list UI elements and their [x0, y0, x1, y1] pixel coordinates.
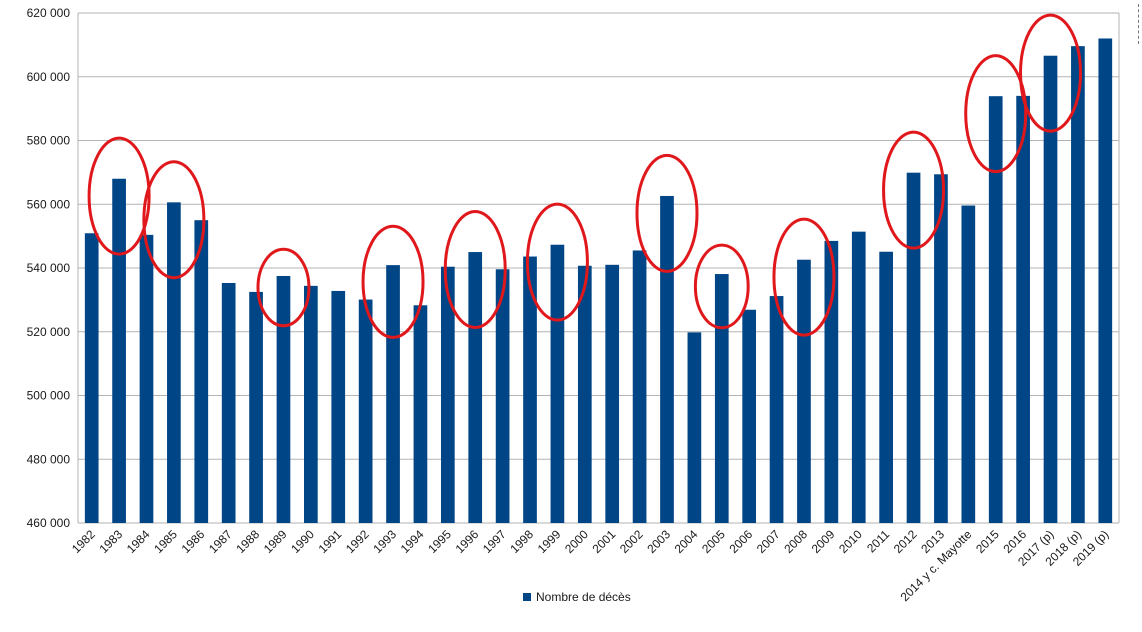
y-tick-label: 600 000	[27, 70, 71, 84]
legend-swatch	[523, 593, 531, 601]
x-tick-label: 2015	[973, 527, 1002, 556]
highlight-circles	[87, 13, 1083, 339]
x-tick-label: 1995	[425, 527, 454, 556]
y-tick-label: 500 000	[27, 389, 71, 403]
highlight-circle	[361, 224, 425, 339]
highlight-circle	[635, 153, 699, 273]
bar	[249, 291, 263, 523]
x-tick-label: 1985	[151, 527, 180, 556]
x-tick-label: 2008	[781, 527, 810, 556]
highlight-circle	[443, 209, 507, 329]
x-tick-label: 1983	[96, 527, 125, 556]
bar	[879, 251, 893, 523]
y-tick-label: 580 000	[27, 134, 71, 148]
bar	[1098, 38, 1113, 523]
x-tick-label: 1988	[233, 527, 262, 556]
bar	[221, 282, 236, 523]
x-tick-label: 2010	[836, 527, 865, 556]
y-tick-label: 480 000	[27, 452, 71, 466]
bar	[1071, 46, 1085, 524]
x-tick-label: 2004	[672, 527, 701, 556]
x-tick-label: 2006	[727, 527, 756, 556]
x-tick-label: 1989	[261, 527, 290, 556]
x-tick-label: 2012	[891, 527, 920, 556]
x-tick-label: 2002	[617, 527, 646, 556]
x-tick-label: 2001	[590, 527, 619, 556]
highlight-circle	[964, 54, 1028, 174]
bar	[797, 259, 811, 523]
bar	[1016, 95, 1030, 523]
bar	[139, 234, 154, 523]
highlight-circle	[882, 130, 946, 250]
x-tick-label: 2005	[699, 527, 728, 556]
bar	[577, 265, 592, 523]
bar	[523, 256, 537, 523]
x-tick-label: 1996	[453, 527, 482, 556]
highlight-circle	[87, 136, 151, 256]
x-tick-label: 1994	[398, 527, 427, 556]
bar	[934, 174, 948, 523]
bar	[304, 285, 318, 523]
x-tick-label: 1997	[480, 527, 509, 556]
bar	[167, 202, 181, 523]
bar	[660, 195, 674, 523]
bar	[495, 269, 510, 523]
x-tick-label: 1991	[316, 527, 345, 556]
bar	[84, 233, 99, 523]
bar	[440, 266, 455, 523]
bar	[1043, 55, 1058, 524]
edge-scroll-mark	[1138, 4, 1142, 44]
bars	[84, 38, 1113, 524]
bar	[906, 172, 921, 523]
x-tick-label: 1993	[370, 527, 399, 556]
legend-label: Nombre de décès	[536, 590, 631, 604]
bar	[851, 231, 866, 523]
x-tick-label: 2007	[754, 527, 783, 556]
x-tick-label: 1982	[69, 527, 98, 556]
highlight-circle	[772, 217, 836, 337]
x-tick-label: 1987	[206, 527, 235, 556]
bar	[824, 240, 839, 523]
x-tick-label: 1998	[507, 527, 536, 556]
bar	[988, 96, 1003, 523]
highlight-circle	[1019, 13, 1083, 133]
highlight-circle	[693, 243, 750, 330]
bar	[769, 296, 784, 523]
bar	[194, 220, 209, 523]
y-axis-tick-labels: 460 000 480 000 500 000 520 000 540 000 560 0…	[27, 6, 71, 530]
legend: Nombre de décès	[523, 590, 631, 604]
bar	[413, 305, 428, 523]
x-tick-label: 1999	[535, 527, 564, 556]
y-tick-label: 460 000	[27, 516, 71, 530]
bar	[112, 178, 126, 523]
y-tick-label: 560 000	[27, 197, 71, 211]
x-tick-label: 1986	[179, 527, 208, 556]
highlight-circle	[525, 202, 589, 322]
y-tick-label: 540 000	[27, 261, 71, 275]
bar	[331, 290, 346, 523]
bar	[276, 275, 291, 523]
x-tick-label: 2003	[644, 527, 673, 556]
x-tick-label: 2000	[562, 527, 591, 556]
y-tick-label: 520 000	[27, 325, 71, 339]
x-tick-label: 1992	[343, 527, 372, 556]
x-tick-label: 2009	[809, 527, 838, 556]
bar	[550, 244, 565, 523]
bar	[714, 274, 729, 523]
bar	[961, 205, 976, 523]
y-tick-label: 620 000	[27, 6, 71, 20]
bar	[742, 309, 757, 523]
bar	[468, 252, 483, 523]
bar	[386, 265, 400, 523]
bar	[632, 250, 647, 523]
x-tick-label: 1984	[124, 527, 153, 556]
highlight-circle	[142, 160, 206, 280]
bar	[358, 299, 373, 523]
bar	[687, 332, 702, 523]
x-tick-label: 2011	[864, 527, 892, 555]
highlight-circle	[256, 247, 311, 328]
x-tick-label: 1990	[288, 527, 317, 556]
bar	[605, 264, 620, 523]
